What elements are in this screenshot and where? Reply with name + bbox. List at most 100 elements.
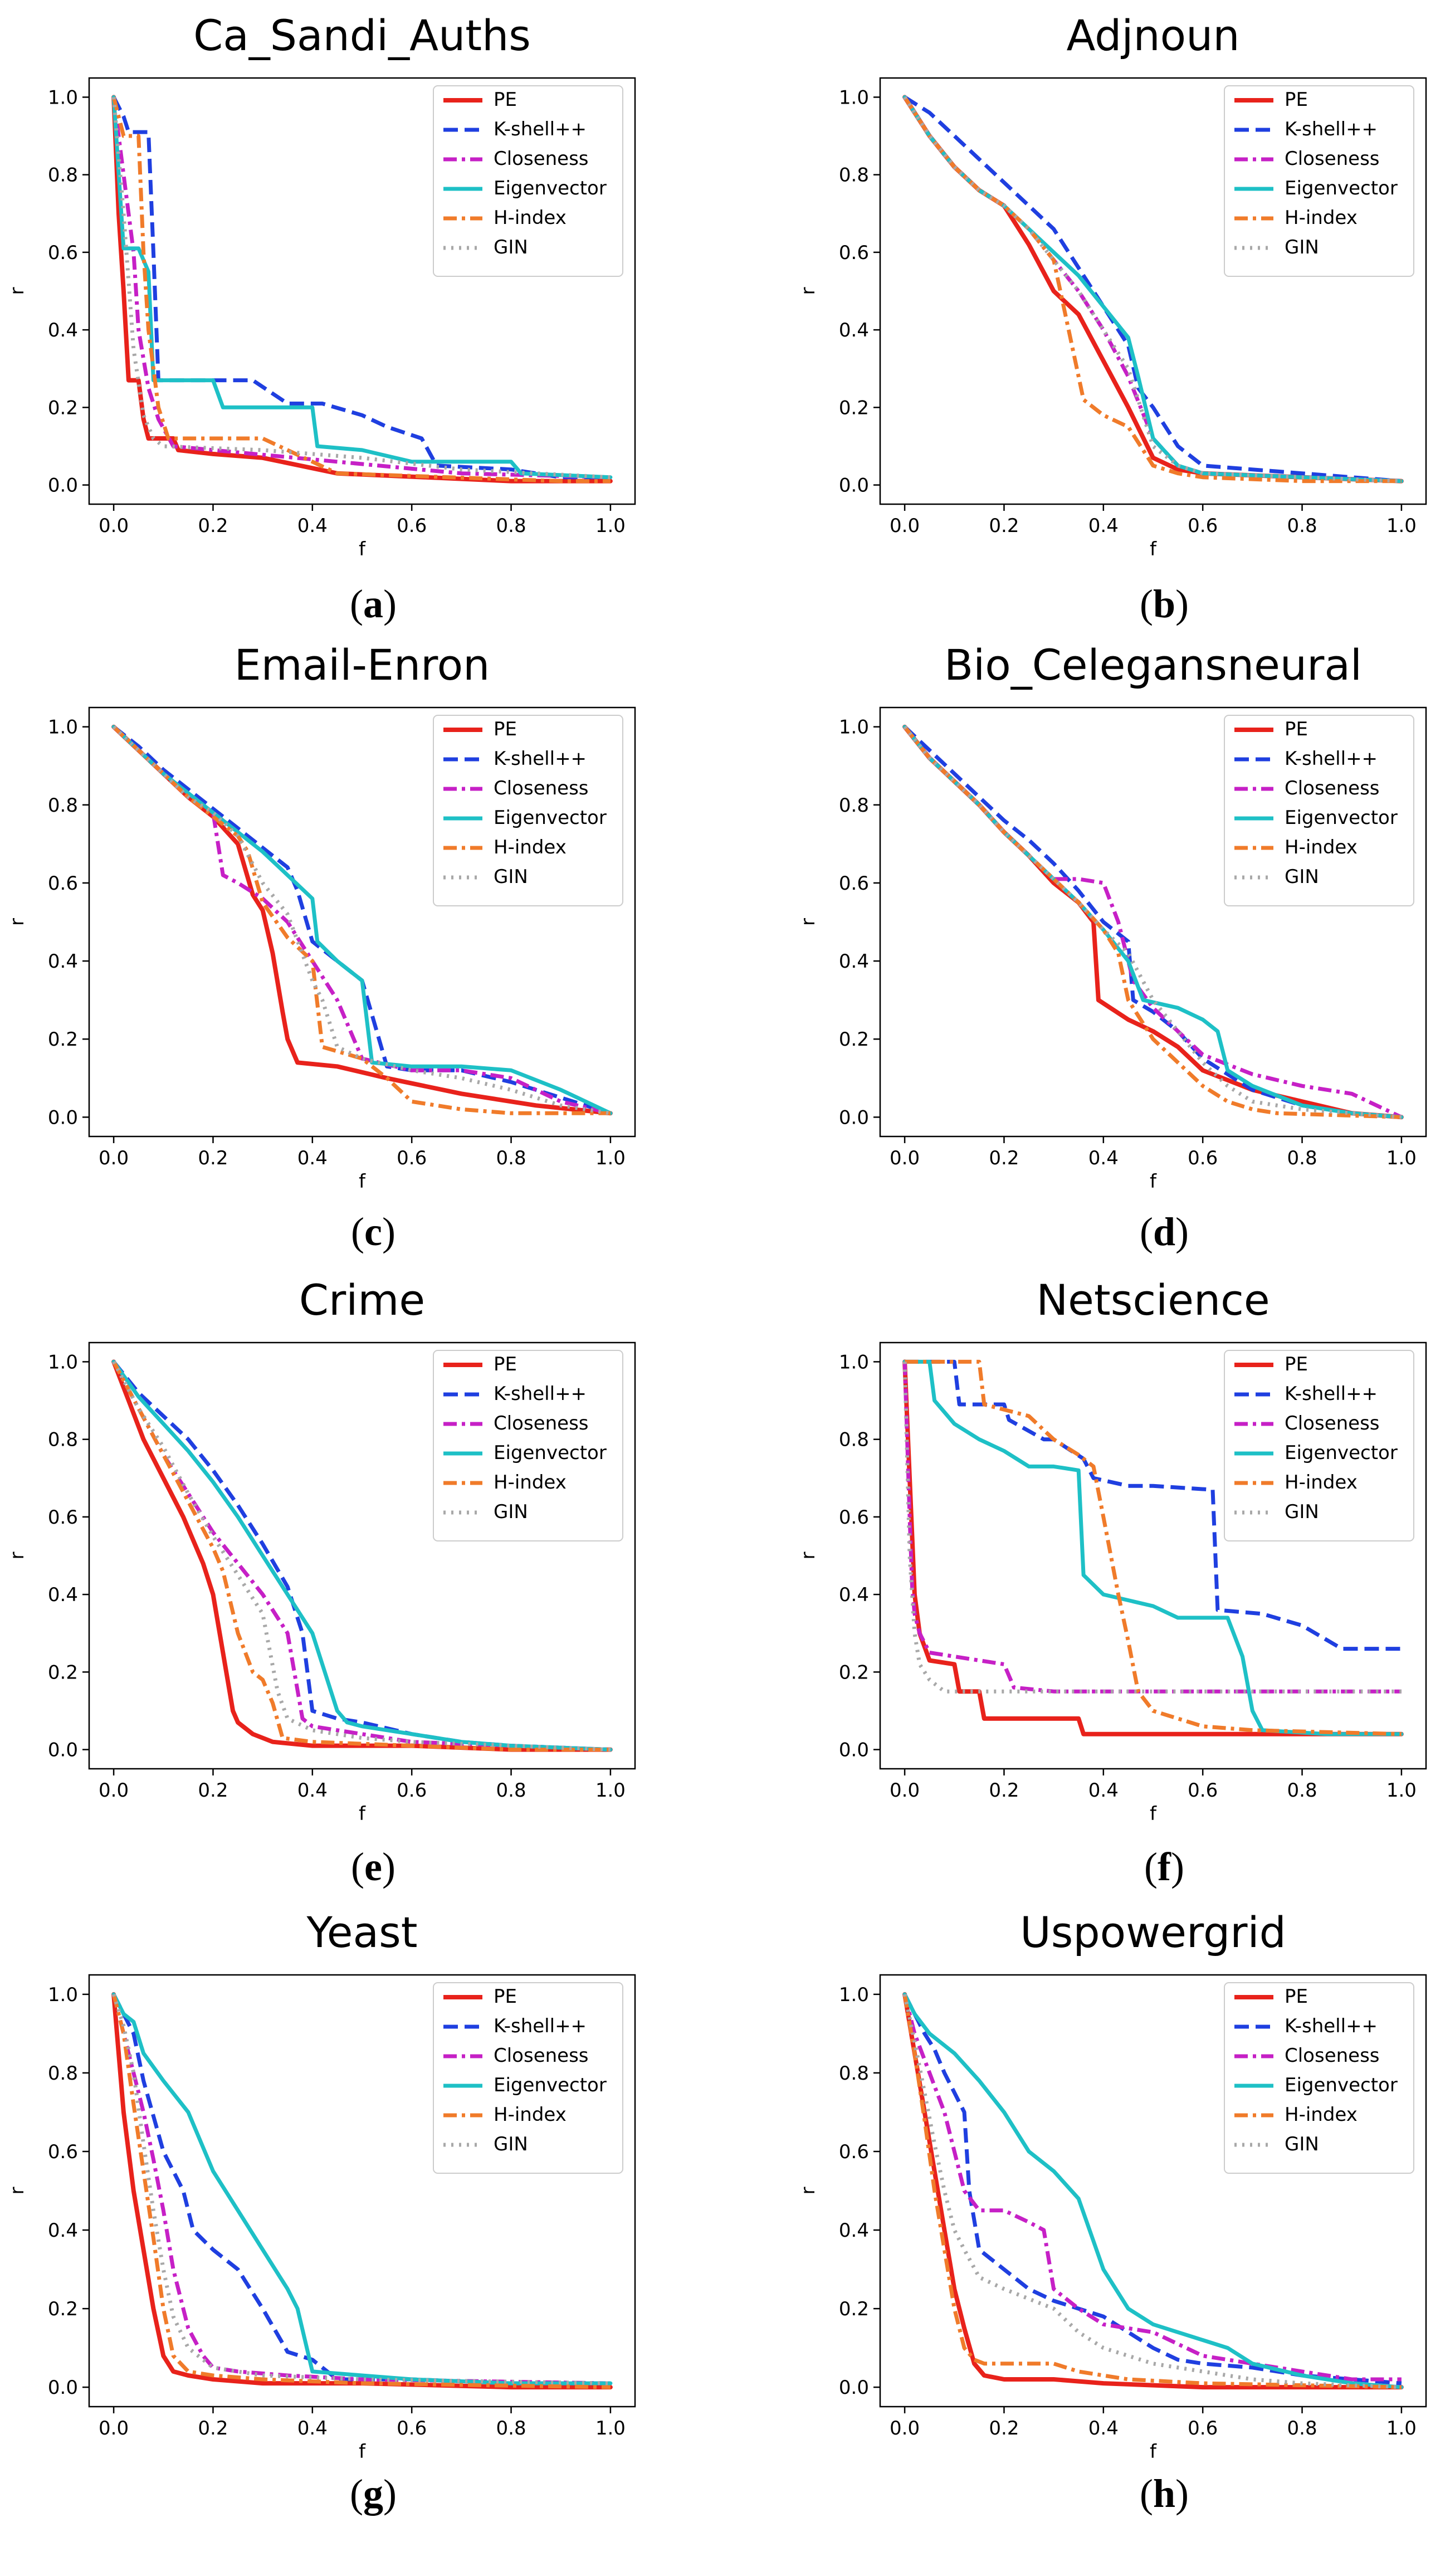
legend-label: K-shell++ bbox=[1285, 118, 1378, 140]
x-tick-label: 0.8 bbox=[1287, 515, 1317, 537]
y-axis-label: r bbox=[797, 287, 819, 295]
y-tick-label: 0.4 bbox=[48, 1584, 78, 1606]
legend-label: H-index bbox=[494, 207, 567, 229]
caption-letter: g bbox=[363, 2471, 383, 2516]
series-line-eigenvector bbox=[111, 1359, 613, 1752]
legend-box bbox=[1224, 1982, 1414, 2174]
legend: PE K-shell++ Closeness Eigenvector H-index GI… bbox=[433, 715, 623, 906]
x-axis-label: f bbox=[1150, 2441, 1157, 2463]
y-tick-label: 0.4 bbox=[839, 2219, 869, 2242]
panel-caption: (c) bbox=[351, 1209, 396, 1254]
series-line-h-index bbox=[112, 725, 611, 1115]
legend-label: Closeness bbox=[494, 777, 589, 799]
series-line-k-shell- bbox=[902, 1993, 1402, 2385]
x-axis-label: f bbox=[1150, 1803, 1157, 1825]
y-tick-label: 0.0 bbox=[839, 1106, 869, 1129]
legend-label: K-shell++ bbox=[494, 1383, 587, 1405]
legend-box bbox=[433, 1982, 623, 2174]
plot-frame bbox=[879, 1974, 1427, 2408]
y-tick-label: 0.0 bbox=[48, 1106, 78, 1129]
legend: PE K-shell++ Closeness Eigenvector H-index GI… bbox=[433, 1350, 623, 1541]
caption-letter: f bbox=[1158, 1845, 1171, 1889]
legend-label: PE bbox=[494, 718, 517, 740]
y-tick-label: 0.4 bbox=[48, 2219, 78, 2242]
x-tick-label: 0.4 bbox=[297, 2417, 328, 2440]
x-tick-label: 0.6 bbox=[1188, 1147, 1218, 1169]
legend-box bbox=[433, 85, 623, 277]
legend-label: GIN bbox=[1285, 2133, 1319, 2155]
plot-frame bbox=[879, 77, 1427, 505]
y-tick-label: 0.4 bbox=[839, 319, 869, 341]
series-line-closeness bbox=[902, 1994, 1402, 2382]
series-line-pe bbox=[111, 1359, 613, 1752]
x-tick-label: 0.6 bbox=[1188, 2417, 1218, 2440]
y-tick-label: 1.0 bbox=[48, 1984, 78, 2006]
x-tick-label: 1.0 bbox=[595, 1779, 626, 1802]
y-tick-label: 1.0 bbox=[839, 1984, 869, 2006]
series-line-k-shell- bbox=[111, 96, 611, 480]
series-group bbox=[111, 1359, 613, 1752]
x-axis-label: f bbox=[359, 1170, 366, 1193]
chart-panel-a: Ca_Sandi_Auths 0.0 0.2 0.4 0.6 0.8 1.0 0.0 0.2 0.… bbox=[6, 11, 636, 626]
x-tick-label: 0.6 bbox=[397, 1779, 427, 1802]
x-tick-label: 0.8 bbox=[1287, 1779, 1317, 1802]
series-line-h-index bbox=[902, 1994, 1402, 2389]
y-tick-label: 0.8 bbox=[839, 2062, 869, 2085]
series-line-gin bbox=[902, 1994, 1402, 2389]
y-tick-label: 0.8 bbox=[839, 1429, 869, 1451]
x-tick-label: 1.0 bbox=[595, 1147, 626, 1169]
x-tick-label: 0.2 bbox=[989, 1779, 1019, 1802]
x-tick-label: 0.4 bbox=[1088, 515, 1119, 537]
x-tick-label: 0.0 bbox=[99, 1779, 129, 1802]
y-axis-label: r bbox=[797, 918, 819, 926]
legend-box bbox=[433, 715, 623, 906]
series-group bbox=[902, 1359, 1404, 1736]
x-axis-label: f bbox=[1150, 538, 1157, 560]
x-tick-label: 0.0 bbox=[99, 1147, 129, 1169]
plot-frame bbox=[879, 1341, 1427, 1770]
y-axis-label: r bbox=[6, 918, 28, 926]
x-tick-label: 0.4 bbox=[297, 1779, 328, 1802]
x-tick-label: 0.6 bbox=[1188, 1779, 1218, 1802]
x-axis-label: f bbox=[359, 538, 366, 560]
x-tick-label: 0.4 bbox=[297, 1147, 328, 1169]
legend-label: PE bbox=[1285, 718, 1308, 740]
y-tick-label: 0.0 bbox=[48, 1739, 78, 1762]
y-tick-label: 0.2 bbox=[839, 1661, 869, 1684]
y-tick-label: 0.8 bbox=[48, 164, 78, 187]
y-tick-label: 0.4 bbox=[48, 950, 78, 973]
series-line-eigenvector bbox=[111, 95, 613, 480]
y-tick-label: 0.8 bbox=[839, 164, 869, 187]
y-tick-label: 0.4 bbox=[48, 319, 78, 341]
legend-label: K-shell++ bbox=[494, 748, 587, 770]
x-tick-label: 0.4 bbox=[1088, 1147, 1119, 1169]
x-tick-label: 0.0 bbox=[890, 515, 920, 537]
legend-label: PE bbox=[1285, 1985, 1308, 2008]
x-tick-label: 0.8 bbox=[496, 2417, 526, 2440]
legend-label: GIN bbox=[494, 1501, 528, 1523]
x-tick-label: 0.0 bbox=[890, 1147, 920, 1169]
chart-panel-f: Netscience 0.0 0.2 0.4 0.6 0.8 1.0 0.0 0.2 0.4 0.6… bbox=[797, 1275, 1427, 1889]
series-line-k-shell- bbox=[905, 1359, 1402, 1651]
x-tick-label: 0.0 bbox=[890, 1779, 920, 1802]
legend: PE K-shell++ Closeness Eigenvector H-index GI… bbox=[1224, 715, 1414, 906]
y-tick-label: 0.4 bbox=[839, 1584, 869, 1606]
x-tick-label: 0.8 bbox=[1287, 1147, 1317, 1169]
legend-label: Closeness bbox=[494, 1412, 589, 1435]
y-tick-label: 1.0 bbox=[48, 1351, 78, 1373]
x-tick-label: 0.8 bbox=[496, 515, 526, 537]
panel-caption: (f) bbox=[1144, 1845, 1184, 1889]
chart-title: Crime bbox=[299, 1275, 425, 1325]
y-tick-label: 0.6 bbox=[839, 2141, 869, 2163]
series-line-pe bbox=[111, 95, 613, 484]
y-tick-label: 0.8 bbox=[48, 2062, 78, 2085]
y-tick-label: 0.6 bbox=[48, 872, 78, 895]
legend-label: Closeness bbox=[1285, 2045, 1380, 2067]
y-tick-label: 0.6 bbox=[839, 1506, 869, 1529]
y-tick-label: 1.0 bbox=[839, 86, 869, 109]
plot-frame bbox=[88, 706, 636, 1138]
x-tick-label: 1.0 bbox=[595, 2417, 626, 2440]
x-tick-label: 0.0 bbox=[890, 2417, 920, 2440]
legend-box bbox=[1224, 85, 1414, 277]
x-axis-label: f bbox=[359, 1803, 366, 1825]
